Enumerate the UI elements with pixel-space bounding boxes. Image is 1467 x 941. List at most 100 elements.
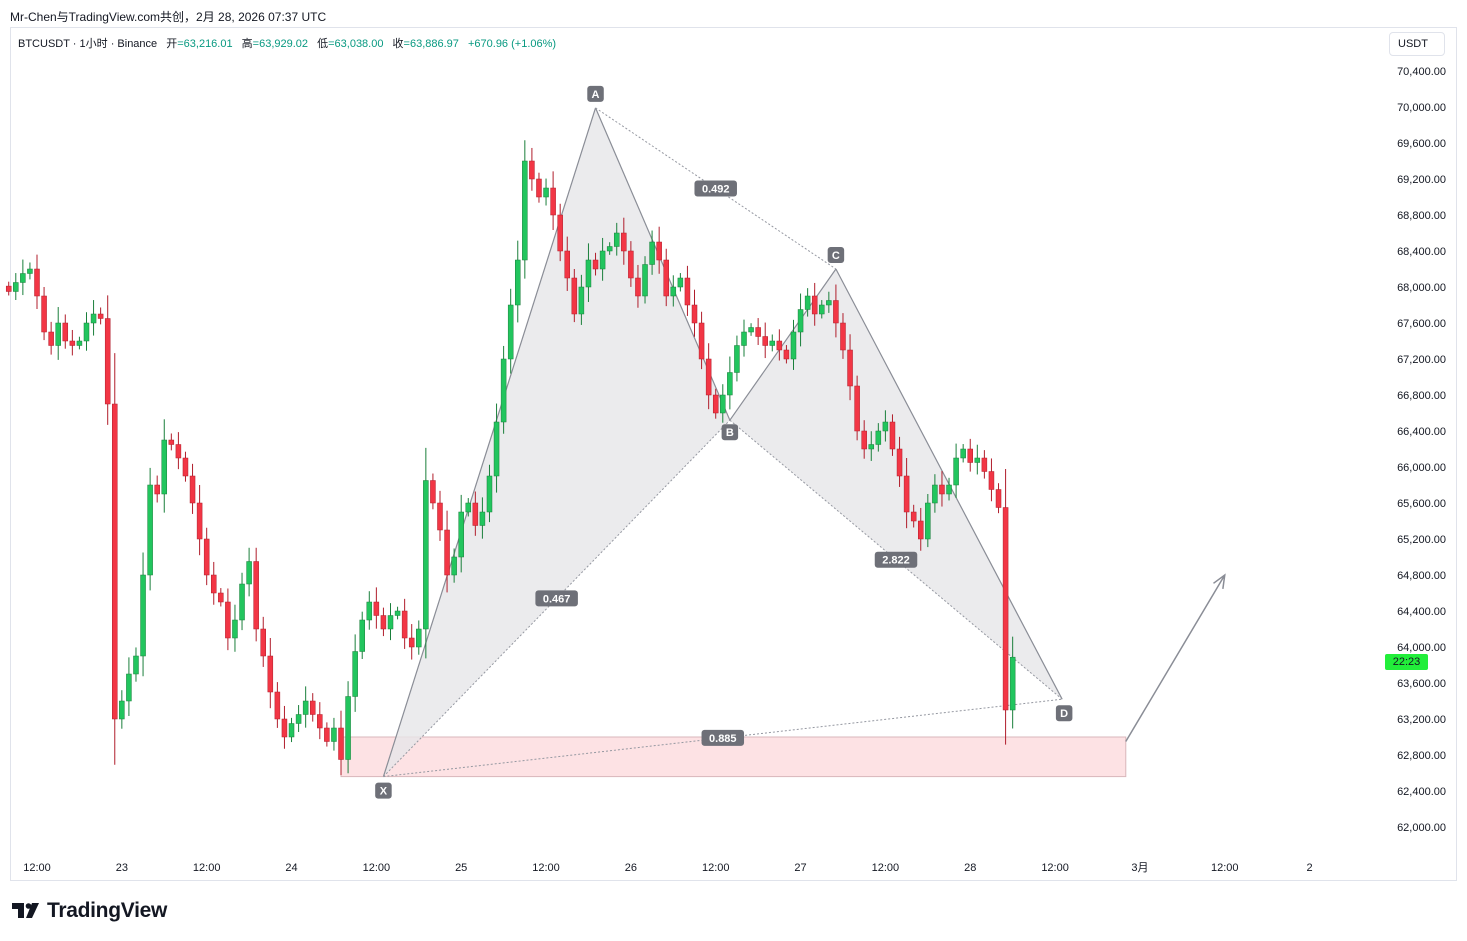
candle (41, 287, 47, 341)
candle-body (698, 322, 705, 360)
candle-body (20, 273, 26, 283)
candle-body (1002, 507, 1009, 711)
candle-body (776, 340, 783, 351)
candle-body (635, 277, 641, 297)
candle-body (515, 259, 521, 306)
candle-body (189, 475, 196, 504)
candle (628, 241, 634, 287)
candle (126, 657, 132, 716)
candle (826, 291, 832, 313)
candle-body (218, 592, 224, 603)
candle (507, 288, 514, 374)
candle-body (500, 358, 507, 423)
tradingview-brand[interactable]: TradingView (12, 899, 167, 923)
candle-body (819, 304, 825, 315)
currency-button[interactable]: USDT (1389, 32, 1445, 56)
candle (90, 300, 97, 336)
ratio-label: 0.885 (701, 729, 745, 746)
candle (762, 322, 768, 359)
candle (635, 264, 641, 308)
candle-body (507, 304, 514, 360)
candle (175, 432, 182, 470)
time-tick-label: 12:00 (532, 862, 560, 874)
candle (211, 561, 217, 605)
candle-body (543, 187, 549, 198)
candle-body (988, 471, 995, 490)
price-tick-label: 62,000.00 (1397, 822, 1446, 834)
candle-body (465, 502, 472, 513)
price-tick-label: 69,200.00 (1397, 174, 1446, 186)
candle (267, 638, 274, 709)
candle-body (903, 475, 910, 513)
candle (649, 230, 655, 275)
candle (606, 242, 613, 255)
price-tick-label: 62,400.00 (1397, 786, 1446, 798)
candle-body (833, 300, 839, 324)
candle-body (112, 403, 118, 720)
candle (465, 498, 472, 517)
candle (670, 275, 677, 307)
candle (479, 497, 486, 539)
candle-body (811, 295, 818, 315)
candle (755, 318, 761, 346)
candle (140, 552, 146, 677)
candle-body (69, 340, 76, 346)
candle (536, 172, 542, 203)
candle (246, 547, 252, 597)
time-tick-label: 25 (455, 862, 467, 874)
candle (939, 471, 945, 507)
candle (932, 474, 938, 513)
candle-body (41, 295, 47, 333)
point-label: X (375, 782, 392, 799)
candle (918, 507, 924, 551)
candle-body (670, 286, 677, 297)
candle (493, 403, 500, 493)
candle (366, 591, 373, 630)
price-tick-label: 66,400.00 (1397, 426, 1446, 438)
candle (974, 444, 981, 475)
candle-body (804, 295, 811, 310)
price-tick-label: 67,600.00 (1397, 318, 1446, 330)
ratio-label: 2.822 (874, 551, 918, 568)
candle (288, 717, 295, 743)
candle (677, 273, 684, 292)
candle (550, 171, 556, 230)
candle-body (48, 331, 54, 346)
candle (239, 572, 245, 631)
low-label: 低 (317, 38, 329, 50)
candle (458, 494, 464, 573)
projection-arrow-line (1125, 574, 1226, 742)
pattern-leg-bc (729, 268, 837, 421)
candle (840, 313, 846, 359)
candle-body (267, 655, 274, 693)
time-tick-label: 2 (1307, 862, 1313, 874)
candle (946, 477, 952, 501)
point-label-bg (827, 247, 845, 263)
candle-body (529, 160, 535, 180)
candle-body (55, 322, 61, 346)
price-tick-label: 68,000.00 (1397, 282, 1446, 294)
candle-body (246, 561, 252, 585)
candle-body (910, 511, 917, 522)
candle (232, 604, 238, 652)
ratio-label-bg (874, 551, 918, 568)
candle-body (126, 673, 132, 702)
candle-body (925, 502, 931, 540)
candle (995, 483, 1002, 514)
candle (48, 321, 54, 355)
candle-body (133, 655, 139, 675)
candle (373, 587, 380, 629)
candle (515, 240, 521, 323)
symbol-label[interactable]: BTCUSDT · 1小时 · Binance (18, 38, 158, 50)
candle (97, 307, 104, 325)
candle-body (5, 285, 12, 292)
point-label-bg (721, 424, 739, 441)
change-value: +670.96 (+1.06%) (467, 38, 557, 50)
candle (988, 458, 995, 502)
candle-body (840, 322, 846, 351)
point-label-text: A (592, 89, 600, 101)
candle (769, 334, 776, 352)
candle-body (338, 727, 344, 760)
candle (104, 295, 111, 425)
